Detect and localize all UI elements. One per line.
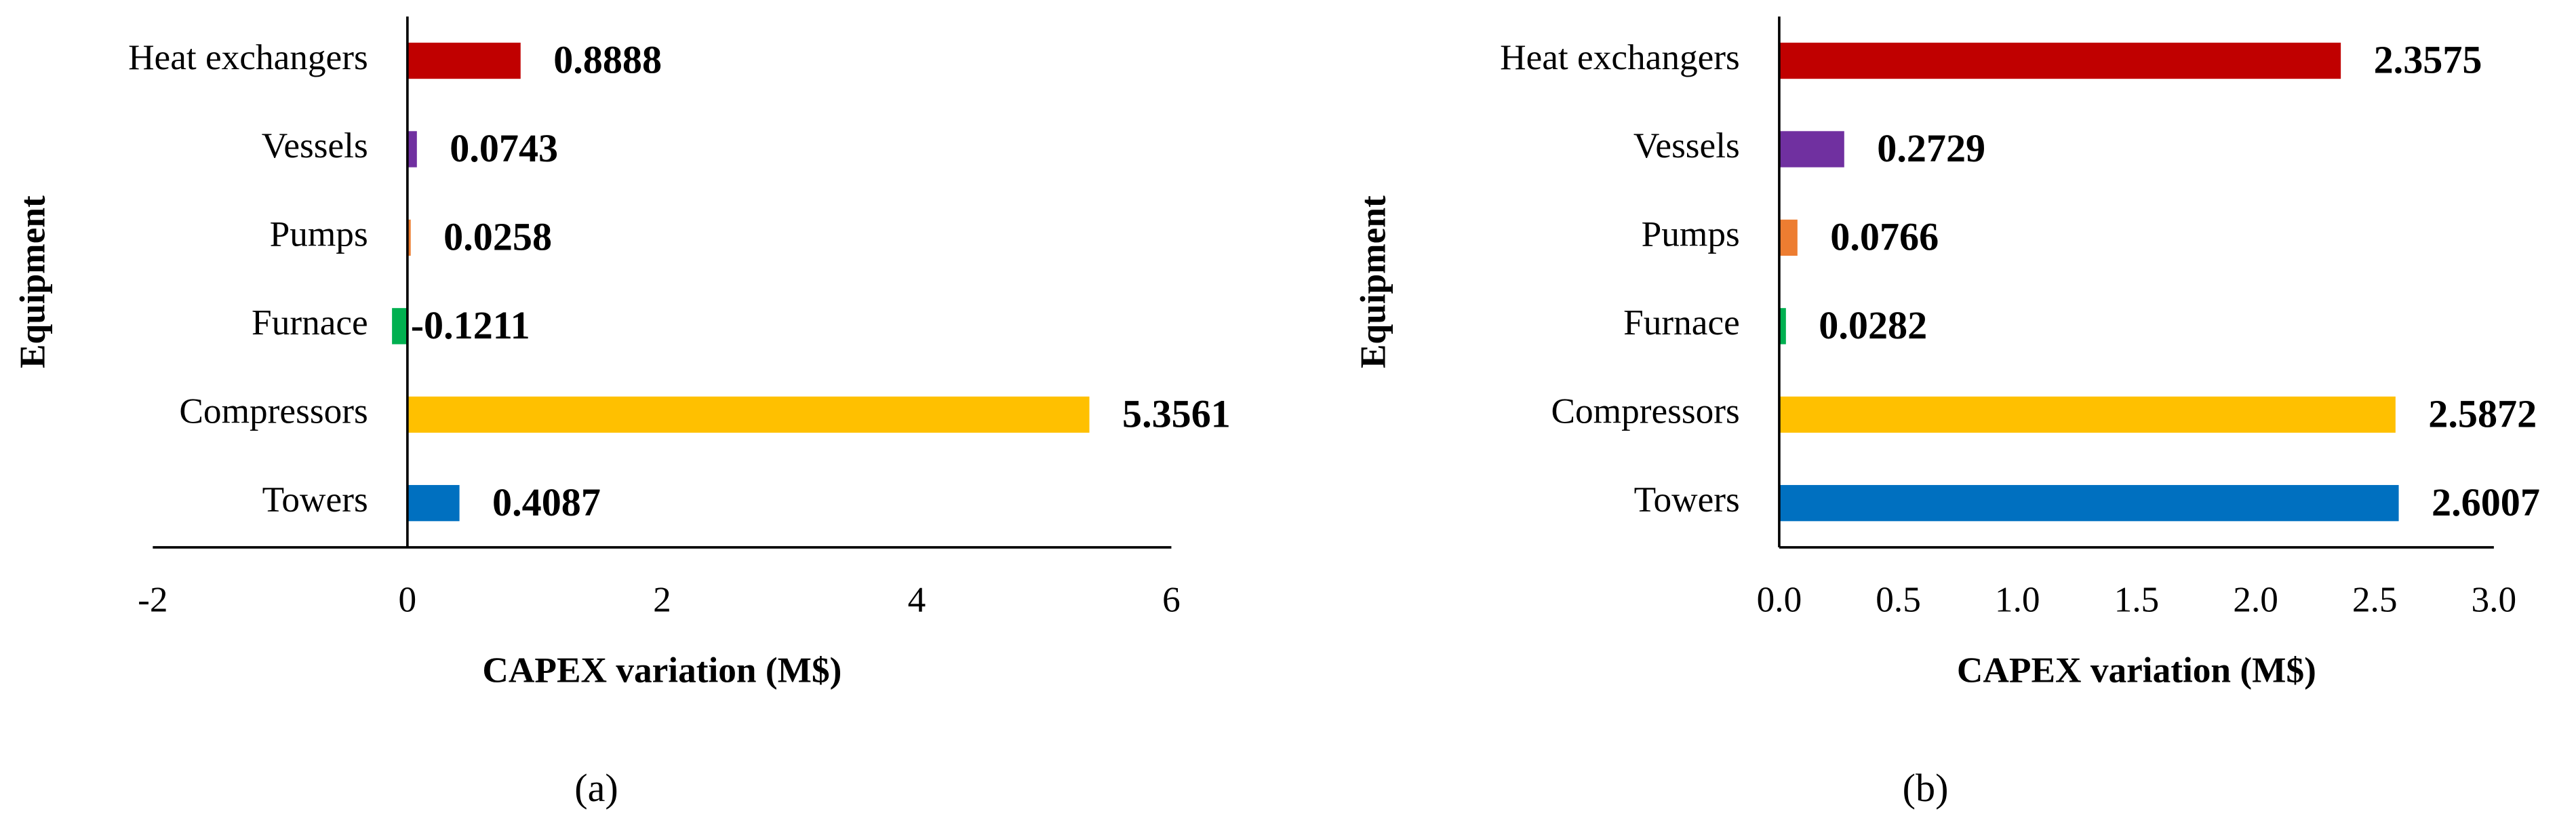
bar (1779, 485, 2399, 522)
bar (1779, 396, 2396, 433)
bar (1779, 131, 1844, 168)
value-label: 0.0282 (1819, 303, 1927, 347)
bar (407, 396, 1090, 433)
category-label: Furnace (252, 303, 368, 343)
category-label: Towers (262, 480, 368, 520)
value-label: 0.8888 (553, 38, 662, 82)
category-label: Compressors (1551, 391, 1739, 431)
value-label: 5.3561 (1122, 391, 1231, 435)
value-label: 0.4087 (492, 480, 601, 524)
value-label: 2.6007 (2432, 480, 2540, 524)
value-label: -0.1211 (411, 303, 530, 347)
bar (407, 219, 411, 256)
value-label: 0.0743 (450, 126, 558, 170)
bar (392, 308, 408, 345)
x-tick-label: 4 (908, 580, 926, 620)
bar (407, 131, 417, 168)
y-axis-title: Equipment (1353, 195, 1393, 368)
bar (1779, 219, 1798, 256)
value-label: 0.0258 (443, 215, 552, 259)
category-label: Heat exchangers (1500, 37, 1740, 77)
category-label: Towers (1634, 480, 1740, 520)
x-axis-title: CAPEX variation (M$) (1957, 650, 2316, 691)
x-tick-label: 1.0 (1995, 580, 2040, 620)
bar (1779, 42, 2341, 79)
value-label: 2.3575 (2374, 38, 2482, 82)
category-label: Pumps (270, 214, 368, 254)
bar (407, 485, 460, 522)
x-tick-label: 2 (653, 580, 671, 620)
x-tick-label: 6 (1162, 580, 1181, 620)
x-tick-label: 0.0 (1757, 580, 1802, 620)
x-tick-label: 0.5 (1876, 580, 1921, 620)
y-axis-title: Equipment (13, 195, 53, 368)
category-label: Heat exchangers (128, 37, 368, 77)
x-tick-label: 0 (399, 580, 417, 620)
panel-label: (a) (574, 766, 618, 810)
panel-label: (b) (1903, 766, 1949, 810)
category-label: Furnace (1623, 303, 1740, 343)
x-tick-label: -2 (138, 580, 167, 620)
x-tick-label: 3.0 (2472, 580, 2517, 620)
category-label: Vessels (262, 125, 368, 166)
x-tick-label: 2.0 (2233, 580, 2278, 620)
x-tick-label: 2.5 (2352, 580, 2398, 620)
category-label: Vessels (1633, 125, 1740, 166)
category-label: Pumps (1642, 214, 1740, 254)
bar (407, 42, 521, 79)
value-label: 2.5872 (2428, 391, 2537, 435)
bar (1779, 308, 1786, 345)
x-tick-label: 1.5 (2114, 580, 2160, 620)
value-label: 0.0766 (1830, 215, 1939, 259)
value-label: 0.2729 (1877, 126, 1985, 170)
x-axis-title: CAPEX variation (M$) (482, 650, 841, 691)
category-label: Compressors (179, 391, 368, 431)
